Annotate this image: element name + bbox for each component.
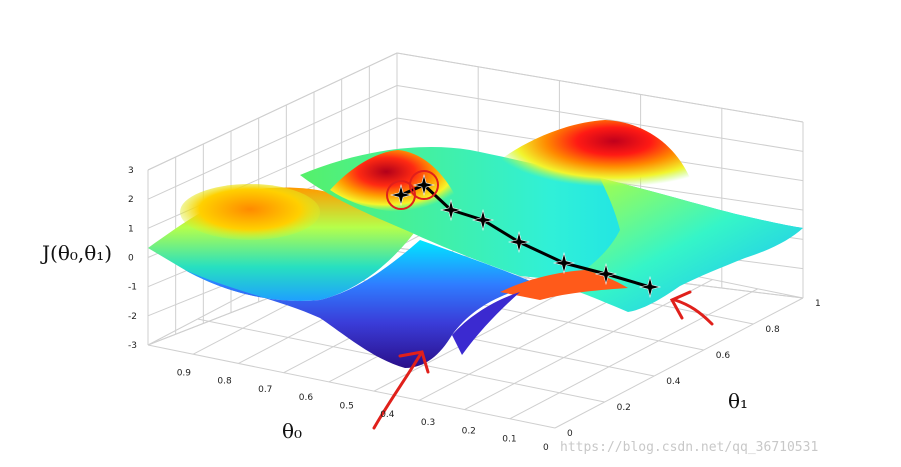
cost-surface (148, 120, 803, 368)
x-tick-label: 0.3 (421, 418, 435, 428)
x-axis-ticks: 0.9 0.8 0.7 0.6 0.5 0.4 0.3 0.2 0.1 0 (177, 368, 549, 453)
descent-step-marker (412, 173, 436, 197)
arrow-global-minimum (669, 290, 714, 326)
y-tick-label: 0 (567, 429, 573, 439)
x-tick-label: 0.9 (177, 368, 192, 378)
descent-step-marker (389, 183, 413, 207)
y-tick-label: 0.6 (716, 351, 731, 361)
descent-step-marker (439, 198, 463, 222)
z-tick-label: -2 (128, 312, 137, 322)
descent-path (389, 173, 662, 299)
z-tick-label: -3 (128, 341, 137, 351)
z-tick-label: 1 (128, 224, 134, 234)
x-tick-label: 0.7 (258, 385, 272, 395)
x-tick-label: 0.6 (299, 393, 314, 403)
descent-step-marker (638, 275, 662, 299)
x-tick-label: 0.2 (462, 426, 476, 436)
z-axis-label: J(θ₀,θ₁) (40, 241, 112, 265)
descent-step-marker (471, 208, 495, 232)
y-axis-label: θ₁ (728, 389, 748, 413)
arrow-local-minimum (372, 350, 430, 430)
descent-step-marker (552, 251, 576, 275)
z-tick-label: 0 (128, 254, 134, 264)
x-tick-label: 0.5 (340, 402, 354, 412)
start-circle-2 (409, 170, 439, 200)
z-tick-label: 2 (128, 195, 134, 205)
x-tick-label: 0.4 (380, 410, 395, 420)
z-axis-ticks: 3 2 1 0 -1 -2 -3 (128, 166, 137, 351)
y-tick-label: 1 (815, 299, 821, 309)
descent-path-line (400, 183, 651, 289)
y-axis-ticks: 0 0.2 0.4 0.6 0.8 1 (567, 299, 821, 439)
y-tick-label: 0.4 (666, 377, 681, 387)
x-tick-label: 0.1 (502, 435, 516, 445)
annotations (372, 170, 714, 430)
x-tick-label: 0 (543, 443, 549, 453)
z-tick-label: 3 (128, 166, 134, 176)
y-tick-label: 0.8 (765, 325, 780, 335)
descent-step-marker (594, 262, 618, 286)
x-tick-label: 0.8 (217, 377, 232, 387)
z-tick-label: -1 (128, 283, 137, 293)
descent-step-marker (507, 230, 531, 254)
y-tick-label: 0.2 (617, 403, 631, 413)
x-axis-label: θ₀ (282, 419, 302, 443)
watermark: https://blog.csdn.net/qq_36710531 (560, 440, 818, 455)
